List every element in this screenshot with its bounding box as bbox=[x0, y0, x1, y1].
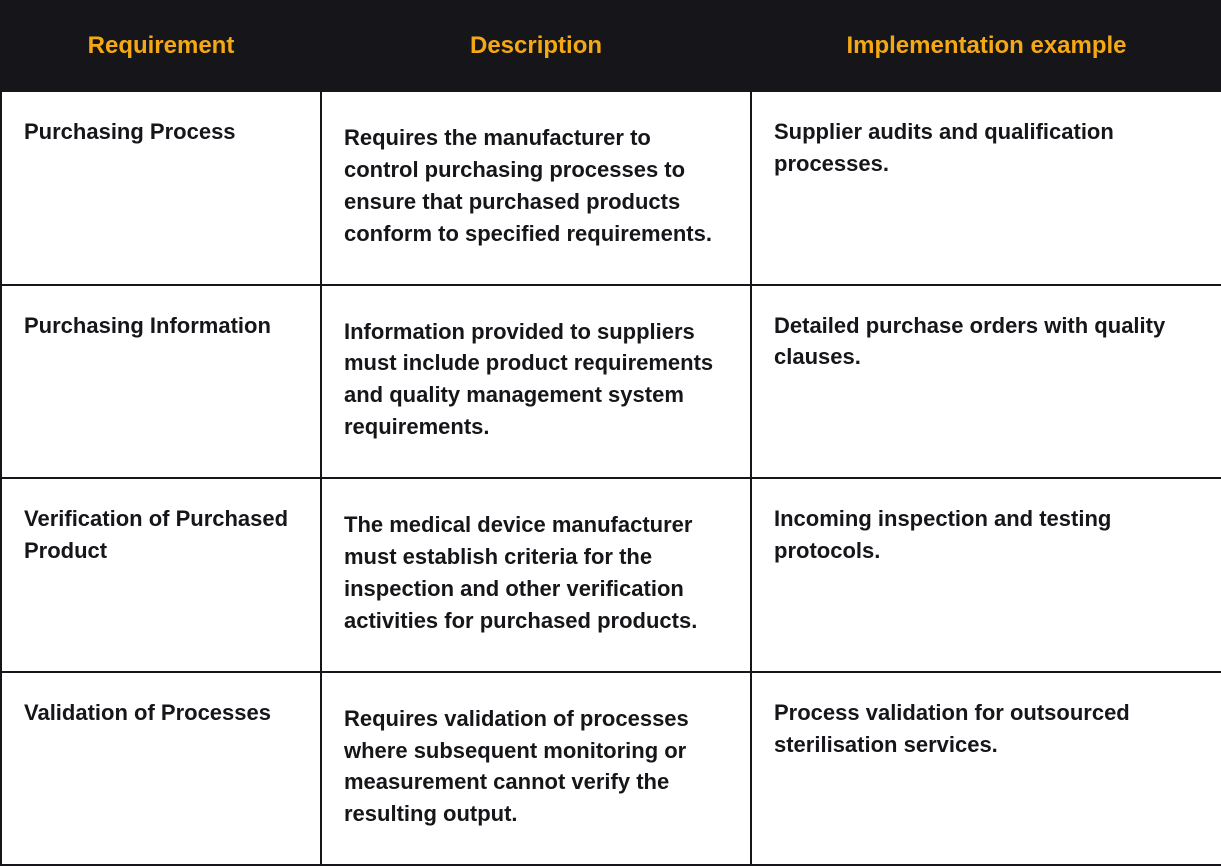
cell-description: Information provided to suppliers must i… bbox=[321, 285, 751, 479]
cell-description: Requires validation of processes where s… bbox=[321, 672, 751, 866]
cell-implementation: Detailed purchase orders with quality cl… bbox=[751, 285, 1221, 479]
cell-requirement: Validation of Processes bbox=[1, 672, 321, 866]
table-row: Purchasing Information Information provi… bbox=[1, 285, 1221, 479]
table-row: Purchasing Process Requires the manufact… bbox=[1, 91, 1221, 285]
cell-description: The medical device manufacturer must est… bbox=[321, 478, 751, 672]
table-row: Verification of Purchased Product The me… bbox=[1, 478, 1221, 672]
table-header-row: Requirement Description Implementation e… bbox=[1, 1, 1221, 91]
cell-implementation: Process validation for outsourced steril… bbox=[751, 672, 1221, 866]
col-header-description: Description bbox=[321, 1, 751, 91]
requirements-table: Requirement Description Implementation e… bbox=[0, 0, 1221, 866]
cell-implementation: Supplier audits and qualification proces… bbox=[751, 91, 1221, 285]
cell-requirement: Purchasing Information bbox=[1, 285, 321, 479]
table-row: Validation of Processes Requires validat… bbox=[1, 672, 1221, 866]
cell-requirement: Purchasing Process bbox=[1, 91, 321, 285]
cell-requirement: Verification of Purchased Product bbox=[1, 478, 321, 672]
cell-description: Requires the manufacturer to control pur… bbox=[321, 91, 751, 285]
col-header-implementation: Implementation example bbox=[751, 1, 1221, 91]
col-header-requirement: Requirement bbox=[1, 1, 321, 91]
table-container: Requirement Description Implementation e… bbox=[0, 0, 1221, 866]
cell-implementation: Incoming inspection and testing protocol… bbox=[751, 478, 1221, 672]
